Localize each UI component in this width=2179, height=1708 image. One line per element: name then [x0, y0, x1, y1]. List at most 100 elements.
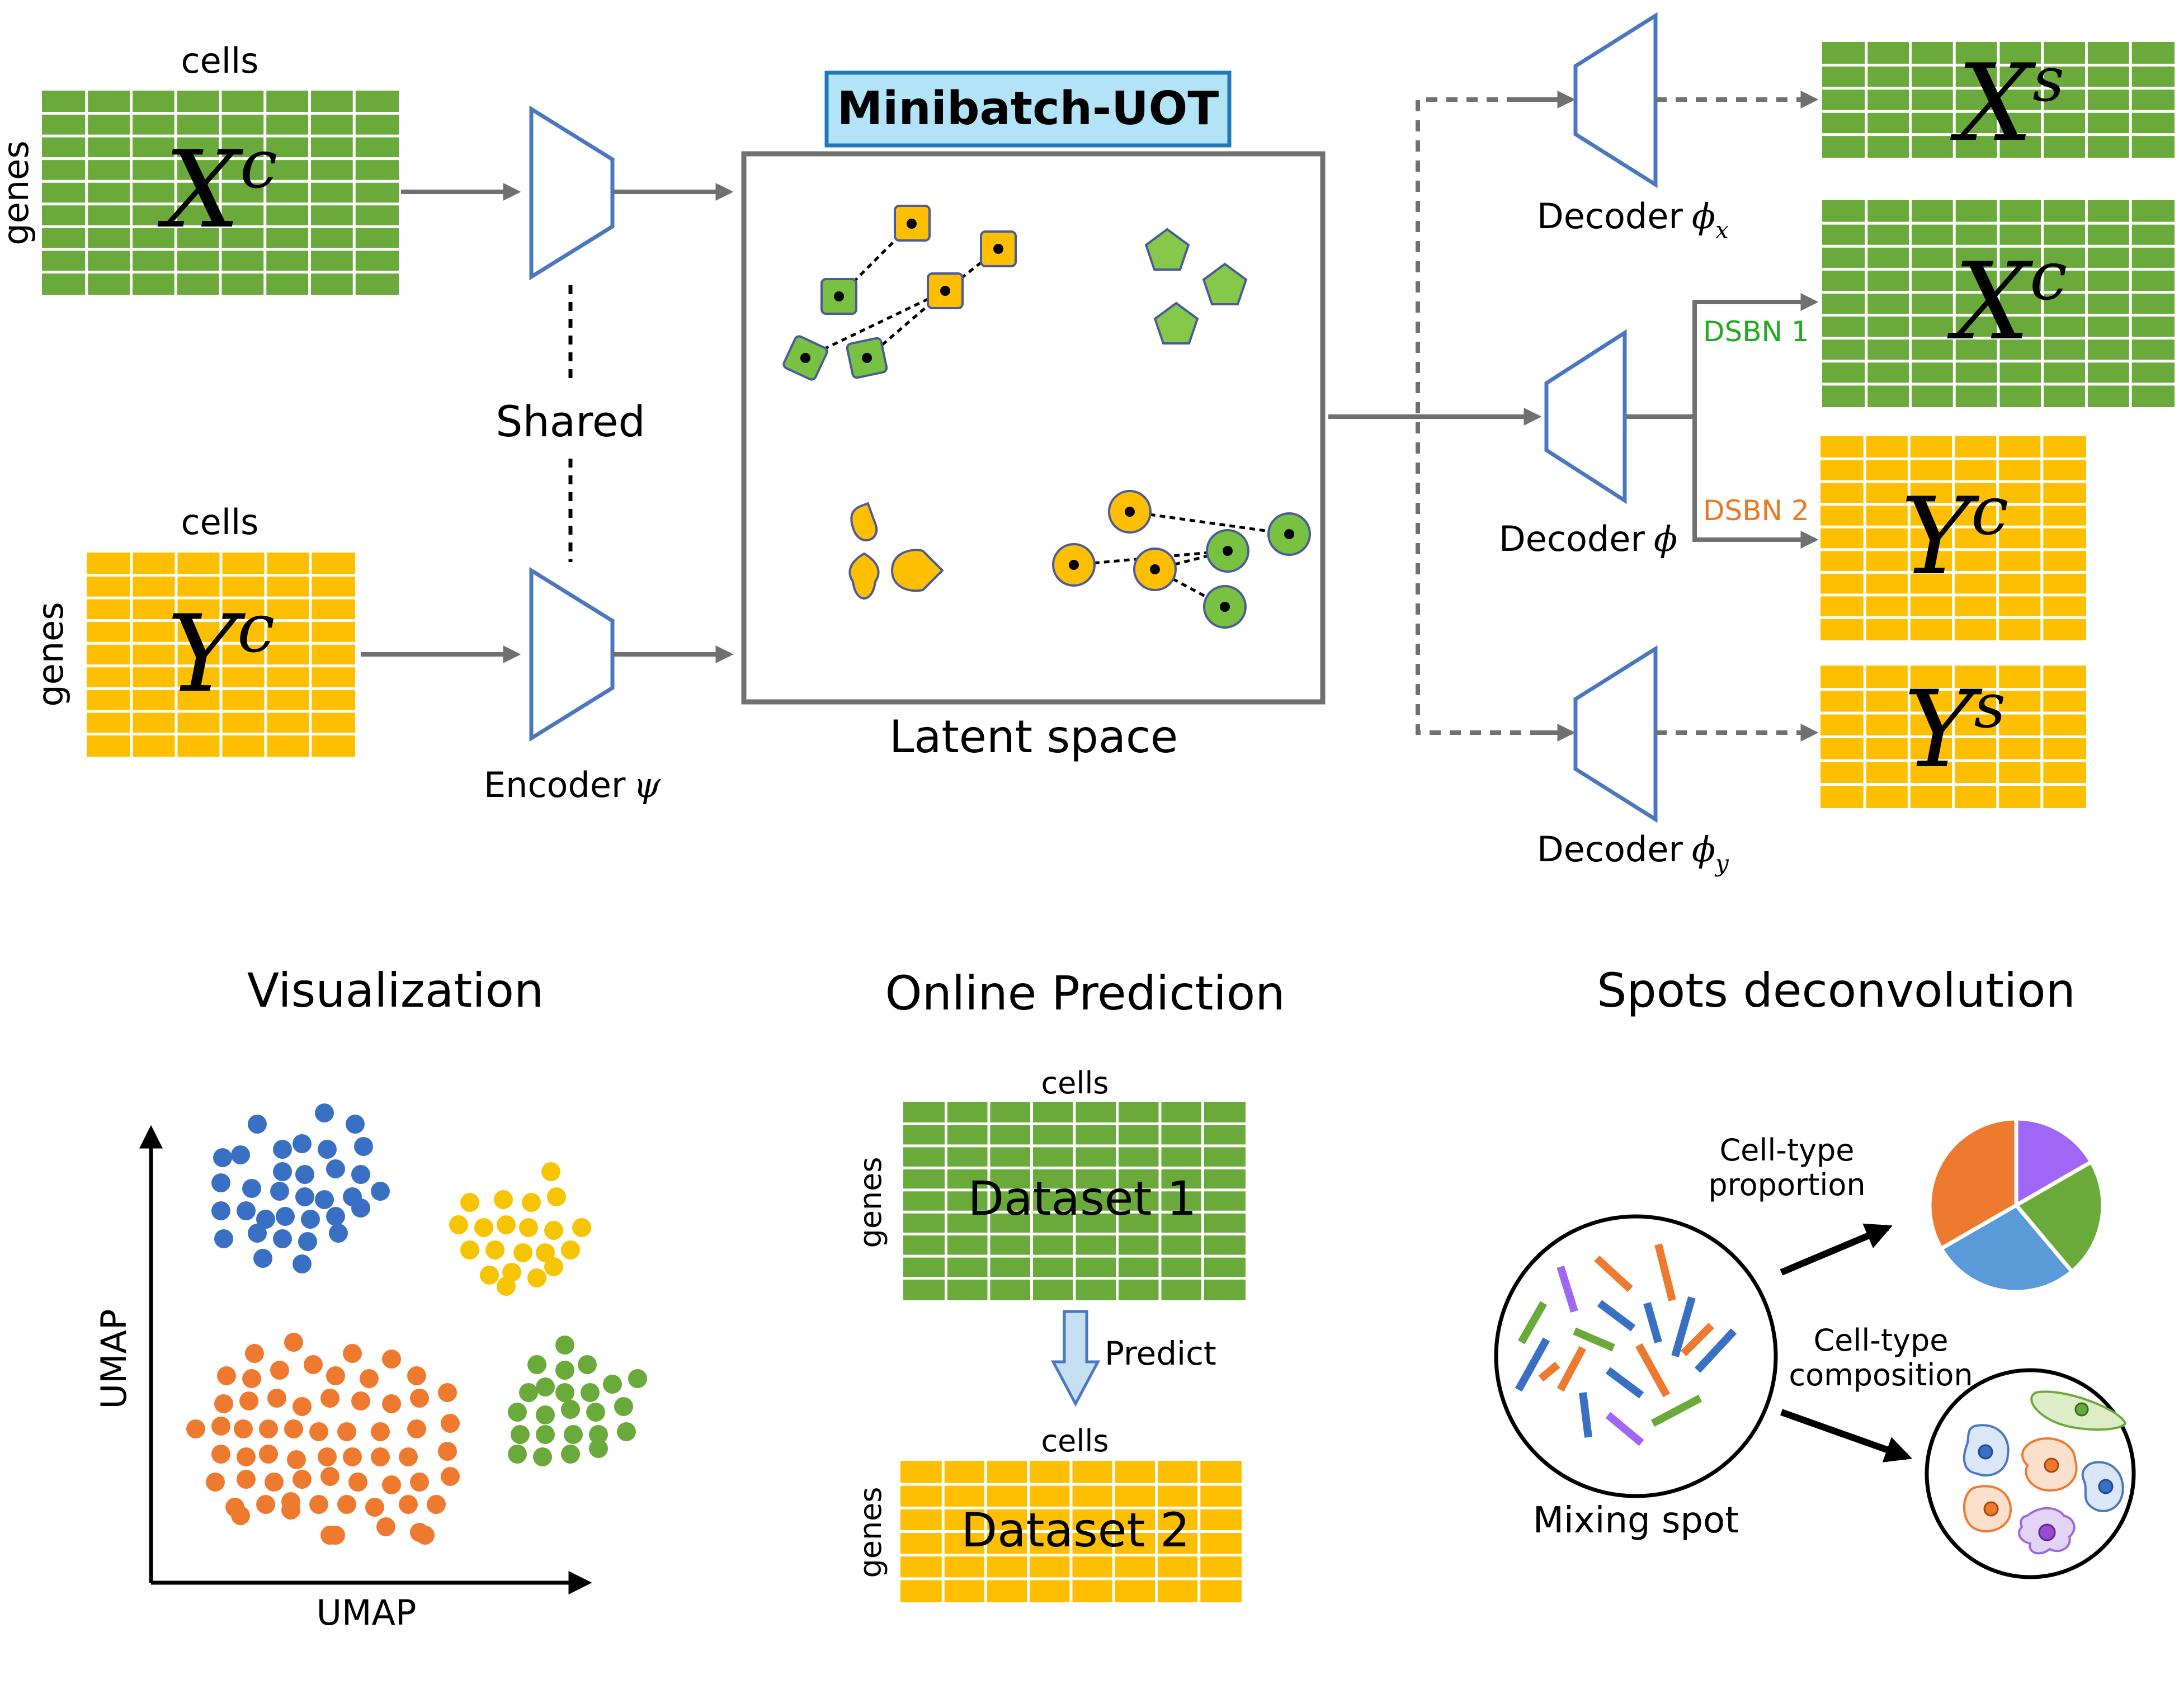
predict-label: Predict	[1105, 1334, 1216, 1372]
umap-point	[326, 1159, 345, 1178]
umap-point	[318, 1447, 337, 1466]
umap-point	[211, 1173, 230, 1192]
umap-point	[360, 1369, 379, 1388]
spot-transcript-stick	[1597, 1300, 1636, 1332]
umap-point	[416, 1526, 435, 1545]
umap-point	[245, 1344, 264, 1363]
umap-point	[326, 1207, 345, 1226]
umap-x-label: UMAP	[317, 1592, 417, 1633]
umap-point	[427, 1495, 446, 1514]
umap-point	[441, 1414, 460, 1433]
umap-point	[270, 1361, 289, 1380]
umap-point	[460, 1240, 479, 1259]
latent-teardrop-cluster	[848, 502, 944, 600]
umap-scatter	[186, 1103, 647, 1545]
output-matrix-xc	[1822, 200, 2175, 407]
spot-transcript-stick	[1694, 1328, 1737, 1373]
umap-point	[284, 1419, 303, 1438]
umap-point	[494, 1190, 513, 1209]
umap-point	[586, 1403, 605, 1422]
umap-point	[265, 1473, 284, 1492]
decoder-y-shape	[1573, 645, 1658, 823]
umap-point	[211, 1201, 230, 1220]
decoder-x-shape	[1573, 12, 1658, 188]
arrow-to-composition	[1780, 1409, 1913, 1462]
output-matrix-yc	[1820, 436, 2086, 640]
umap-point	[628, 1369, 647, 1388]
umap-point	[213, 1148, 232, 1167]
proportion-label-line2: proportion	[1708, 1167, 1865, 1202]
spot-transcript-stick	[1557, 1265, 1578, 1313]
umap-point	[536, 1425, 555, 1444]
umap-point	[485, 1240, 504, 1259]
umap-point	[561, 1240, 580, 1259]
umap-point	[578, 1355, 597, 1374]
yc-output-symbol: Yc	[1901, 473, 2009, 598]
umap-point	[536, 1377, 555, 1396]
umap-point	[276, 1207, 295, 1226]
xs-output-symbol: Xs	[1950, 41, 2064, 165]
umap-point	[410, 1473, 429, 1492]
umap-point	[234, 1419, 253, 1438]
umap-point	[293, 1470, 312, 1489]
umap-point	[206, 1473, 225, 1492]
spot-transcript-stick	[1681, 1323, 1714, 1356]
umap-point	[293, 1397, 312, 1416]
umap-point	[438, 1442, 457, 1461]
umap-point	[371, 1182, 390, 1201]
umap-point	[547, 1187, 566, 1206]
umap-point	[315, 1190, 334, 1209]
umap-point	[304, 1355, 323, 1374]
umap-point	[253, 1249, 272, 1268]
latent-circle-cluster	[1052, 490, 1311, 629]
dataset1-genes-label: genes	[853, 1157, 888, 1248]
umap-point	[480, 1266, 499, 1285]
umap-point	[603, 1375, 622, 1394]
cell-type-proportion-pie	[1927, 1116, 2105, 1294]
umap-point	[231, 1506, 250, 1525]
composition-label-line1: Cell-type	[1813, 1323, 1948, 1358]
umap-point	[407, 1366, 426, 1385]
umap-point	[561, 1445, 580, 1464]
spot-transcript-stick	[1605, 1412, 1644, 1446]
umap-point	[186, 1419, 205, 1438]
umap-point	[544, 1221, 563, 1240]
encoder-label: Encoder ψ	[484, 765, 661, 805]
proportion-label-line1: Cell-type	[1719, 1133, 1854, 1168]
umap-point	[589, 1425, 608, 1444]
umap-point	[231, 1145, 250, 1164]
visualization-title: Visualization	[247, 963, 544, 1018]
umap-point	[399, 1495, 418, 1514]
arrow-to-proportion	[1780, 1223, 1893, 1276]
umap-point	[287, 1450, 306, 1469]
umap-point	[242, 1369, 261, 1388]
pie-slice	[2013, 1159, 2105, 1275]
umap-point	[541, 1162, 560, 1181]
spot-transcript-stick	[1635, 1343, 1671, 1398]
umap-point	[614, 1397, 633, 1416]
umap-point	[617, 1422, 636, 1441]
umap-point	[555, 1336, 574, 1355]
dataset1-cells-label: cells	[1041, 1065, 1109, 1101]
latent-pentagon-cluster	[1144, 228, 1248, 345]
yc-input-symbol: Yc	[167, 590, 275, 716]
umap-point	[572, 1218, 591, 1237]
umap-point	[309, 1495, 328, 1514]
umap-point	[214, 1394, 233, 1413]
latent-space-label: Latent space	[889, 711, 1178, 763]
umap-point	[497, 1277, 516, 1296]
dataset2-matrix	[900, 1461, 1242, 1602]
minibatch-uot-box	[824, 70, 1232, 148]
umap-point	[320, 1467, 339, 1486]
umap-point	[544, 1257, 563, 1276]
umap-point	[270, 1182, 289, 1201]
umap-y-label: UMAP	[93, 1309, 134, 1409]
umap-point	[508, 1445, 527, 1464]
umap-point	[343, 1447, 362, 1466]
umap-point	[348, 1473, 367, 1492]
xc-input-symbol: Xc	[157, 126, 277, 252]
umap-point	[365, 1498, 384, 1517]
encoder-bottom-shape	[529, 567, 615, 742]
spot-transcript-stick	[1515, 1337, 1550, 1392]
umap-point	[351, 1391, 370, 1410]
